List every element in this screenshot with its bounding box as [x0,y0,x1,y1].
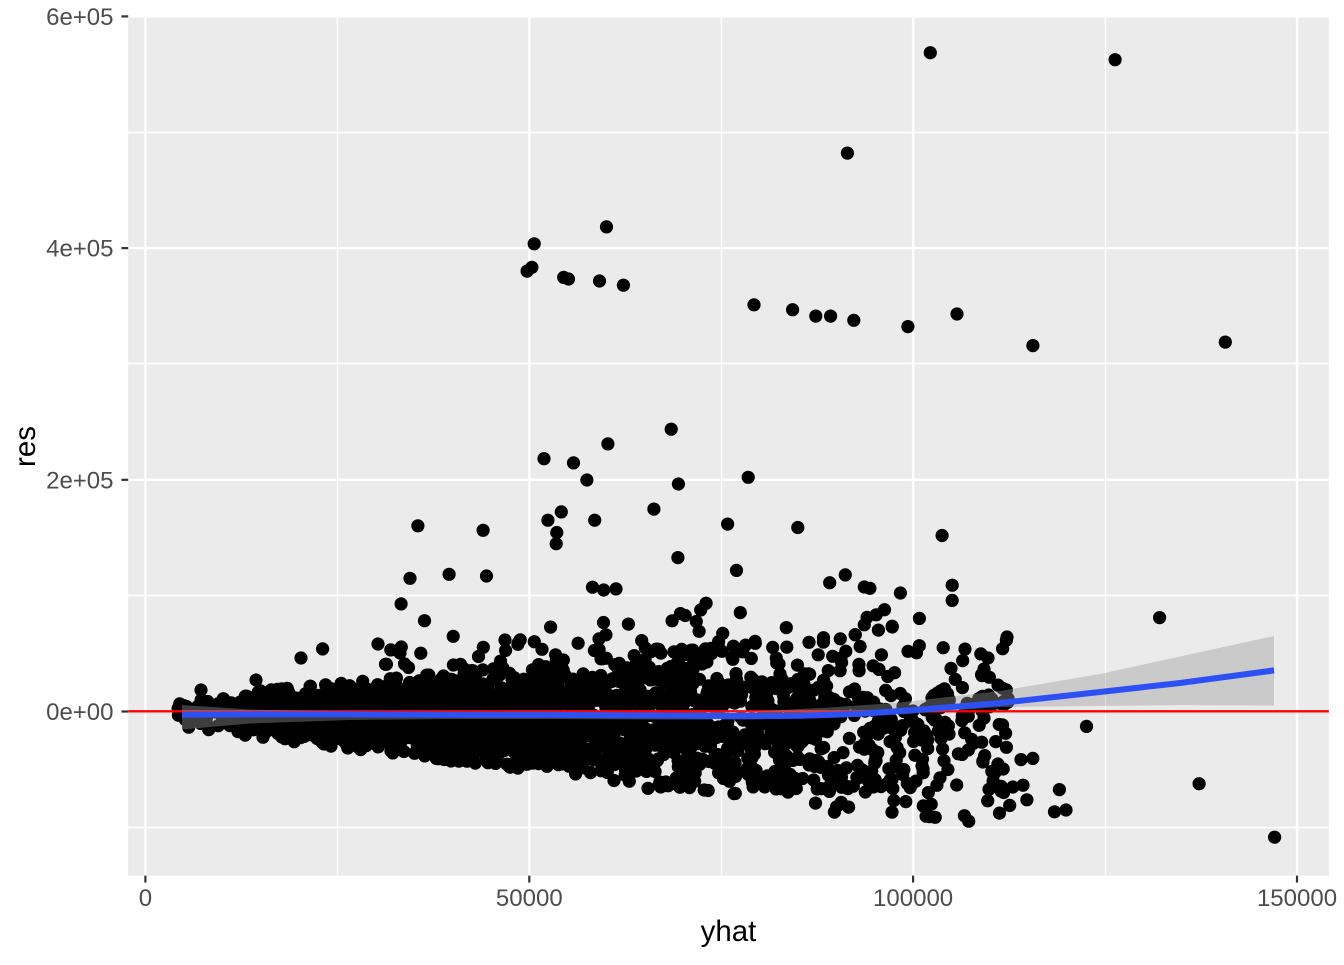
svg-text:res: res [9,426,42,467]
svg-text:0: 0 [139,885,152,912]
svg-text:6e+05: 6e+05 [46,4,113,31]
svg-text:100000: 100000 [873,885,953,912]
svg-text:50000: 50000 [496,885,563,912]
svg-text:0e+00: 0e+00 [46,699,113,726]
svg-text:yhat: yhat [701,915,757,948]
svg-text:4e+05: 4e+05 [46,236,113,263]
svg-text:2e+05: 2e+05 [46,467,113,494]
svg-text:150000: 150000 [1257,885,1337,912]
